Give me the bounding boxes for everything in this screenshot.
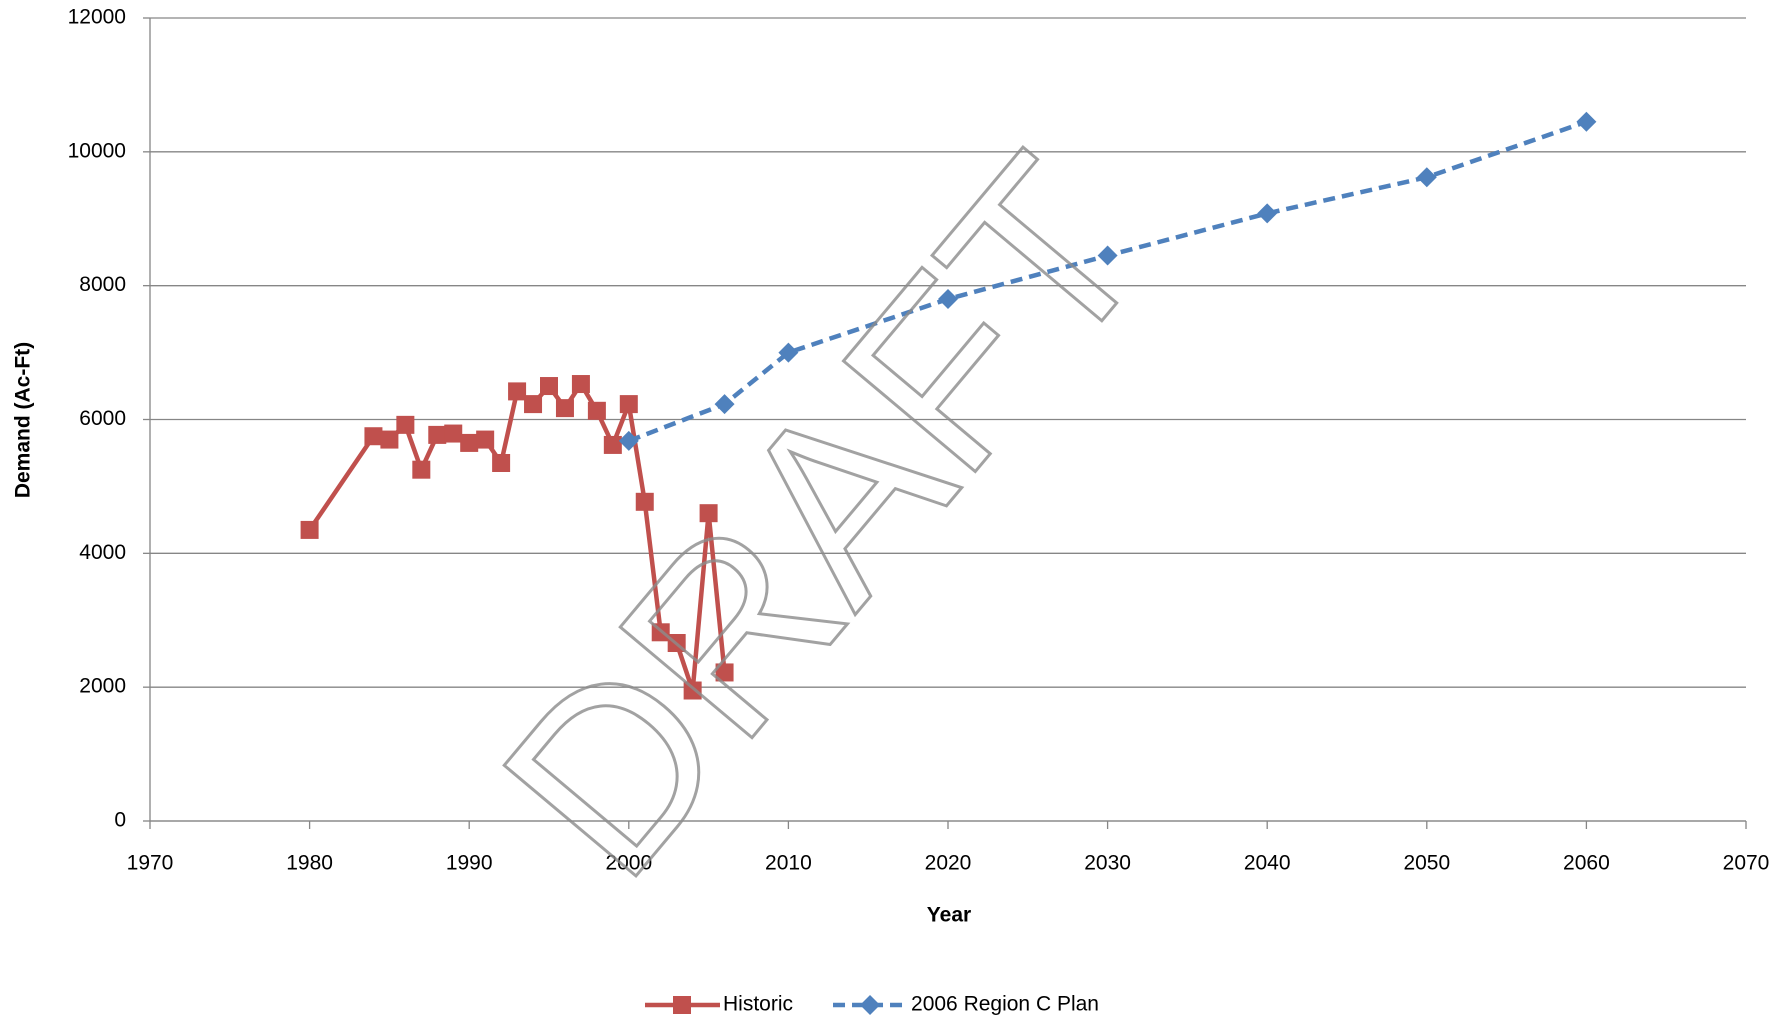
y-tick-label: 10000 (68, 139, 126, 162)
legend-label: 2006 Region C Plan (911, 993, 1099, 1016)
x-tick-label: 1990 (446, 852, 493, 875)
marker (412, 460, 431, 479)
marker (1257, 203, 1278, 224)
y-tick-label: 12000 (68, 6, 126, 29)
x-axis-label: Year (927, 904, 971, 927)
legend-label: Historic (723, 993, 793, 1016)
y-axis-label: Demand (Ac-Ft) (12, 342, 35, 498)
marker (618, 430, 639, 451)
x-tick-label: 2010 (765, 852, 812, 875)
marker (673, 996, 691, 1014)
x-tick-label: 1970 (127, 852, 174, 875)
marker (778, 342, 799, 363)
marker (540, 377, 558, 396)
marker (571, 375, 590, 394)
x-tick-label: 1980 (286, 852, 333, 875)
marker (524, 395, 543, 414)
x-tick-label: 2050 (1403, 852, 1450, 875)
marker (555, 399, 574, 418)
series-line (627, 119, 1588, 444)
marker (619, 395, 638, 414)
marker (300, 520, 319, 539)
x-tick-label: 2070 (1723, 852, 1770, 875)
x-tick-label: 2030 (1084, 852, 1131, 875)
y-tick-label: 2000 (79, 675, 126, 698)
watermark: DRAFT (450, 108, 1199, 926)
marker (603, 435, 622, 454)
y-tick-label: 4000 (79, 541, 126, 564)
marker (860, 995, 881, 1015)
marker (714, 394, 735, 415)
y-tick-label: 6000 (79, 407, 126, 430)
x-tick-label: 2020 (925, 852, 972, 875)
marker (1416, 167, 1437, 188)
x-tick-label: 2040 (1244, 852, 1291, 875)
marker (1576, 111, 1597, 132)
marker (380, 430, 399, 449)
marker (715, 663, 734, 682)
marker (587, 401, 606, 420)
marker (428, 425, 447, 444)
marker (699, 504, 718, 523)
marker (476, 430, 495, 449)
marker (444, 424, 463, 443)
marker (667, 634, 686, 653)
x-tick-label: 2000 (605, 852, 652, 875)
marker (508, 382, 527, 401)
y-tick-label: 8000 (79, 273, 126, 296)
marker (396, 415, 415, 434)
marker (460, 433, 479, 452)
y-tick-label: 0 (114, 809, 126, 832)
marker (635, 492, 654, 511)
marker (938, 289, 958, 310)
x-tick-label: 2060 (1563, 852, 1610, 875)
marker (651, 623, 670, 642)
marker (364, 427, 383, 446)
marker (492, 453, 511, 472)
marker (1097, 245, 1118, 266)
marker (683, 681, 702, 700)
